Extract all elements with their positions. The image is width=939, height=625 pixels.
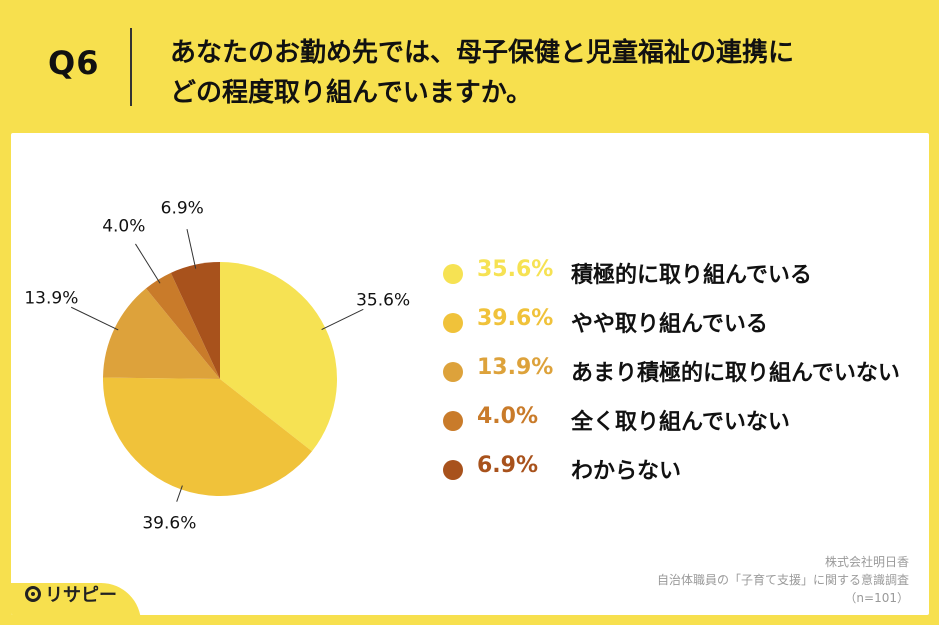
leader-line-3 — [70, 306, 119, 331]
slice-value-label-5: 6.9% — [161, 199, 204, 219]
leader-line-5 — [186, 228, 197, 269]
slice-value-label-4: 4.0% — [102, 216, 145, 236]
legend-label: 積極的に取り組んでいる — [571, 263, 812, 288]
source-company: 株式会社明日香 — [824, 555, 909, 569]
pie-slice-2 — [103, 377, 312, 497]
legend-swatch — [443, 411, 463, 431]
legend-value: 35.6% — [477, 257, 554, 282]
legend-value: 6.9% — [477, 453, 539, 478]
source-survey: 自治体職員の「子育て支援」に関する意識調査 — [656, 573, 909, 587]
question-number: Q6 — [48, 44, 100, 82]
logo-text: リサピー — [45, 585, 117, 606]
brand-logo: リサピー — [25, 581, 117, 607]
pie-slice-3 — [103, 288, 220, 379]
slice-value-label-3: 13.9% — [24, 289, 78, 309]
legend-swatch — [443, 264, 463, 284]
question-line-1: あなたのお勤め先では、母子保健と児童福祉の連携に — [170, 38, 795, 68]
header: Q6 あなたのお勤め先では、母子保健と児童福祉の連携に どの程度取り組んでいます… — [0, 0, 939, 132]
question-text: あなたのお勤め先では、母子保健と児童福祉の連携に どの程度取り組んでいますか。 — [170, 33, 910, 113]
legend-value: 13.9% — [477, 355, 554, 380]
legend-value: 39.6% — [477, 306, 554, 331]
pie-chart: 35.6% 39.6% 13.9% 4.0% 6.9% — [24, 199, 410, 534]
logo-icon — [25, 586, 41, 602]
legend-label: わからない — [571, 459, 682, 484]
legend-swatch — [443, 362, 463, 382]
legend-swatch — [443, 313, 463, 333]
header-divider — [130, 28, 132, 106]
legend-label: 全く取り組んでいない — [571, 410, 790, 435]
leader-line-2 — [176, 485, 183, 502]
slice-value-label-2: 39.6% — [142, 513, 196, 533]
source-note: 株式会社明日香 自治体職員の「子育て支援」に関する意識調査 （n=101） — [657, 553, 909, 607]
legend-label: やや取り組んでいる — [571, 312, 768, 337]
chart-card: 35.6% 39.6% 13.9% 4.0% 6.9% 35.6% 積極的に取り組んでいる… — [11, 133, 929, 615]
leader-line-4 — [135, 243, 161, 284]
legend-value: 4.0% — [477, 404, 539, 429]
slice-value-label-1: 35.6% — [356, 291, 410, 311]
legend-label: あまり積極的に取り組んでいない — [571, 361, 900, 386]
pie-slice-5 — [170, 262, 220, 379]
pie-slice-4 — [145, 272, 220, 379]
source-sample-size: （n=101） — [844, 591, 909, 605]
leader-line-1 — [321, 308, 364, 331]
question-line-2: どの程度取り組んでいますか。 — [170, 78, 533, 108]
legend-swatch — [443, 460, 463, 480]
pie-slice-1 — [220, 262, 338, 452]
